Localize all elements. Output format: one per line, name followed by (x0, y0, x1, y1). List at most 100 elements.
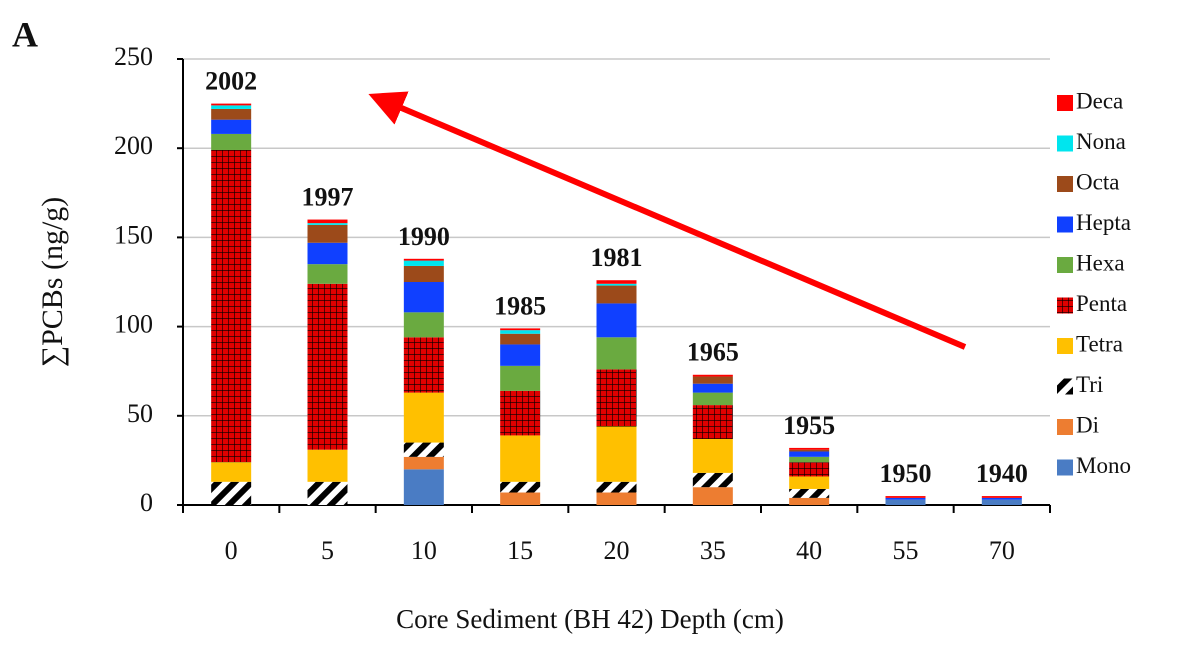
x-tick-label: 40 (796, 536, 822, 565)
bar-segment (596, 337, 637, 370)
bar-segment (789, 497, 830, 505)
bar-segment (211, 119, 252, 134)
bar-segment (500, 365, 541, 391)
bar-segment (403, 442, 444, 457)
bar-label: 1940 (976, 459, 1028, 488)
bar-segment (500, 344, 541, 366)
bar-segment (500, 330, 541, 334)
legend-label: Nona (1076, 129, 1126, 154)
bar-segment (307, 449, 348, 482)
bar-segment (500, 481, 541, 493)
y-tick-label: 150 (114, 220, 153, 249)
bar-segment (885, 497, 926, 500)
legend-label: Di (1076, 412, 1099, 437)
bar-segment (307, 223, 348, 225)
bar-segment (500, 435, 541, 482)
x-tick-label: 35 (700, 536, 726, 565)
legend-swatch (1057, 297, 1073, 314)
legend-swatch (1057, 338, 1073, 354)
legend-swatch (1057, 378, 1073, 395)
bar-segment (981, 499, 1022, 505)
bar-segment (789, 451, 830, 457)
x-tick-label: 10 (411, 536, 437, 565)
bar-segment (211, 149, 252, 463)
bar-segment (307, 481, 348, 505)
legend-label: Penta (1076, 291, 1127, 316)
bar-segment (692, 438, 733, 473)
bar-segment (692, 405, 733, 439)
bar-segment (692, 472, 733, 488)
bar-segment (692, 392, 733, 406)
legend-label: Hepta (1076, 210, 1131, 235)
y-tick-label: 250 (114, 42, 153, 71)
y-tick-label: 0 (140, 488, 153, 517)
x-tick-label: 20 (604, 536, 630, 565)
bar-segment (596, 481, 637, 493)
legend-swatch (1057, 257, 1073, 273)
bar-segment (211, 103, 252, 106)
trend-arrow (368, 91, 967, 350)
legend-label: Mono (1076, 453, 1131, 478)
y-tick-label: 50 (127, 399, 153, 428)
bar-segment (789, 488, 830, 498)
bar-label: 1955 (783, 411, 835, 440)
legend-label: Tri (1076, 372, 1103, 397)
bar-segment (403, 265, 444, 282)
bar-label: 1965 (687, 338, 739, 367)
bar-segment (211, 105, 252, 109)
bar-segment (692, 383, 733, 393)
bar-segment (596, 369, 637, 427)
y-axis-label: ∑PCBs (ng/g) (36, 197, 69, 368)
bar-label: 1985 (494, 291, 546, 320)
bar-segment (403, 282, 444, 313)
bar-segment (596, 280, 637, 284)
bar-segment (981, 496, 1022, 498)
bar-segment (692, 374, 733, 377)
bar-segment (307, 242, 348, 265)
bar-label: 1997 (302, 183, 354, 212)
bar-segment (789, 447, 830, 450)
x-axis-label: Core Sediment (BH 42) Depth (cm) (396, 604, 784, 634)
legend-label: Octa (1076, 169, 1119, 194)
bar-label: 2002 (205, 67, 257, 96)
bar-segment (789, 462, 830, 477)
bar-segment (211, 108, 252, 120)
bar-segment (500, 333, 541, 345)
legend-swatch (1057, 216, 1073, 233)
legend-swatch (1057, 95, 1073, 111)
bar-segment (500, 390, 541, 436)
x-tick-label: 5 (321, 536, 334, 565)
bar-segment (981, 497, 1022, 500)
bar-segment (596, 303, 637, 338)
bar-segment (500, 492, 541, 505)
legend-label: Deca (1076, 88, 1123, 113)
bar-segment (403, 469, 444, 505)
bar-segment (596, 285, 637, 304)
bar-segment (307, 283, 348, 450)
x-tick-label: 0 (225, 536, 238, 565)
bar-segment (211, 133, 252, 150)
bar-segment (500, 328, 541, 331)
bar-segment (403, 392, 444, 443)
bar-segment (211, 481, 252, 505)
bar-label: 1950 (880, 459, 932, 488)
bar-label: 1981 (591, 243, 643, 272)
bar-segment (307, 219, 348, 224)
legend-swatch (1057, 419, 1073, 435)
bar-segment (789, 456, 830, 463)
x-tick-label: 15 (507, 536, 533, 565)
y-tick-label: 100 (114, 310, 153, 339)
bar-segment (403, 456, 444, 470)
bar-segment (403, 337, 444, 393)
bar-segment (307, 264, 348, 284)
x-tick-label: 55 (893, 536, 919, 565)
bar-segment (789, 449, 830, 452)
bar-segment (596, 492, 637, 505)
legend-label: Tetra (1076, 331, 1123, 356)
bar-segment (596, 283, 637, 286)
bar-segment (403, 258, 444, 261)
legend-swatch (1057, 135, 1073, 152)
bar-segment (211, 462, 252, 482)
legend-label: Hexa (1076, 250, 1125, 275)
